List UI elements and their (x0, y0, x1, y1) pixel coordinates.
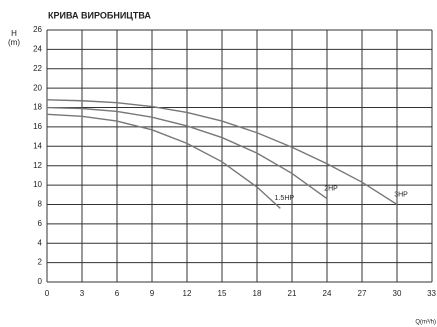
x-tick-label: 6 (115, 289, 120, 298)
x-tick-label: 0 (45, 289, 50, 298)
x-tick-label: 3 (80, 289, 85, 298)
x-tick-label: 30 (393, 289, 402, 298)
x-tick-label: 21 (288, 289, 297, 298)
chart-title: КРИВА ВИРОБНИЦТВА (48, 10, 151, 20)
x-tick-label: 33 (427, 289, 436, 298)
y-tick-label: 4 (38, 238, 43, 247)
y-tick-label: 16 (33, 122, 42, 131)
y-tick-label: 12 (33, 161, 42, 170)
y-axis-label: H (m) (8, 29, 20, 47)
curve-label: 2HP (324, 185, 338, 192)
x-tick-label: 15 (218, 289, 227, 298)
curve-label: 1.5HP (275, 195, 295, 202)
y-tick-label: 14 (33, 141, 42, 150)
curve-label: 3HP (394, 191, 408, 198)
y-tick-label: 20 (33, 83, 42, 92)
x-axis-label: Q(m³/h) (415, 320, 436, 326)
x-tick-label: 9 (150, 289, 155, 298)
y-tick-label: 8 (38, 200, 43, 209)
y-tick-label: 6 (38, 219, 43, 228)
y-tick-label: 22 (33, 64, 42, 73)
x-tick-label: 24 (323, 289, 332, 298)
y-tick-label: 10 (33, 180, 42, 189)
y-tick-label: 0 (38, 277, 43, 286)
curve (46, 99, 398, 206)
x-tick-label: 27 (358, 289, 367, 298)
y-tick-label: 18 (33, 103, 42, 112)
curve (46, 113, 281, 209)
y-tick-label: 24 (33, 44, 42, 53)
curve (46, 106, 328, 200)
y-tick-label: 26 (33, 25, 42, 34)
x-tick-label: 12 (183, 289, 192, 298)
y-tick-label: 2 (38, 258, 43, 267)
x-tick-label: 18 (253, 289, 262, 298)
